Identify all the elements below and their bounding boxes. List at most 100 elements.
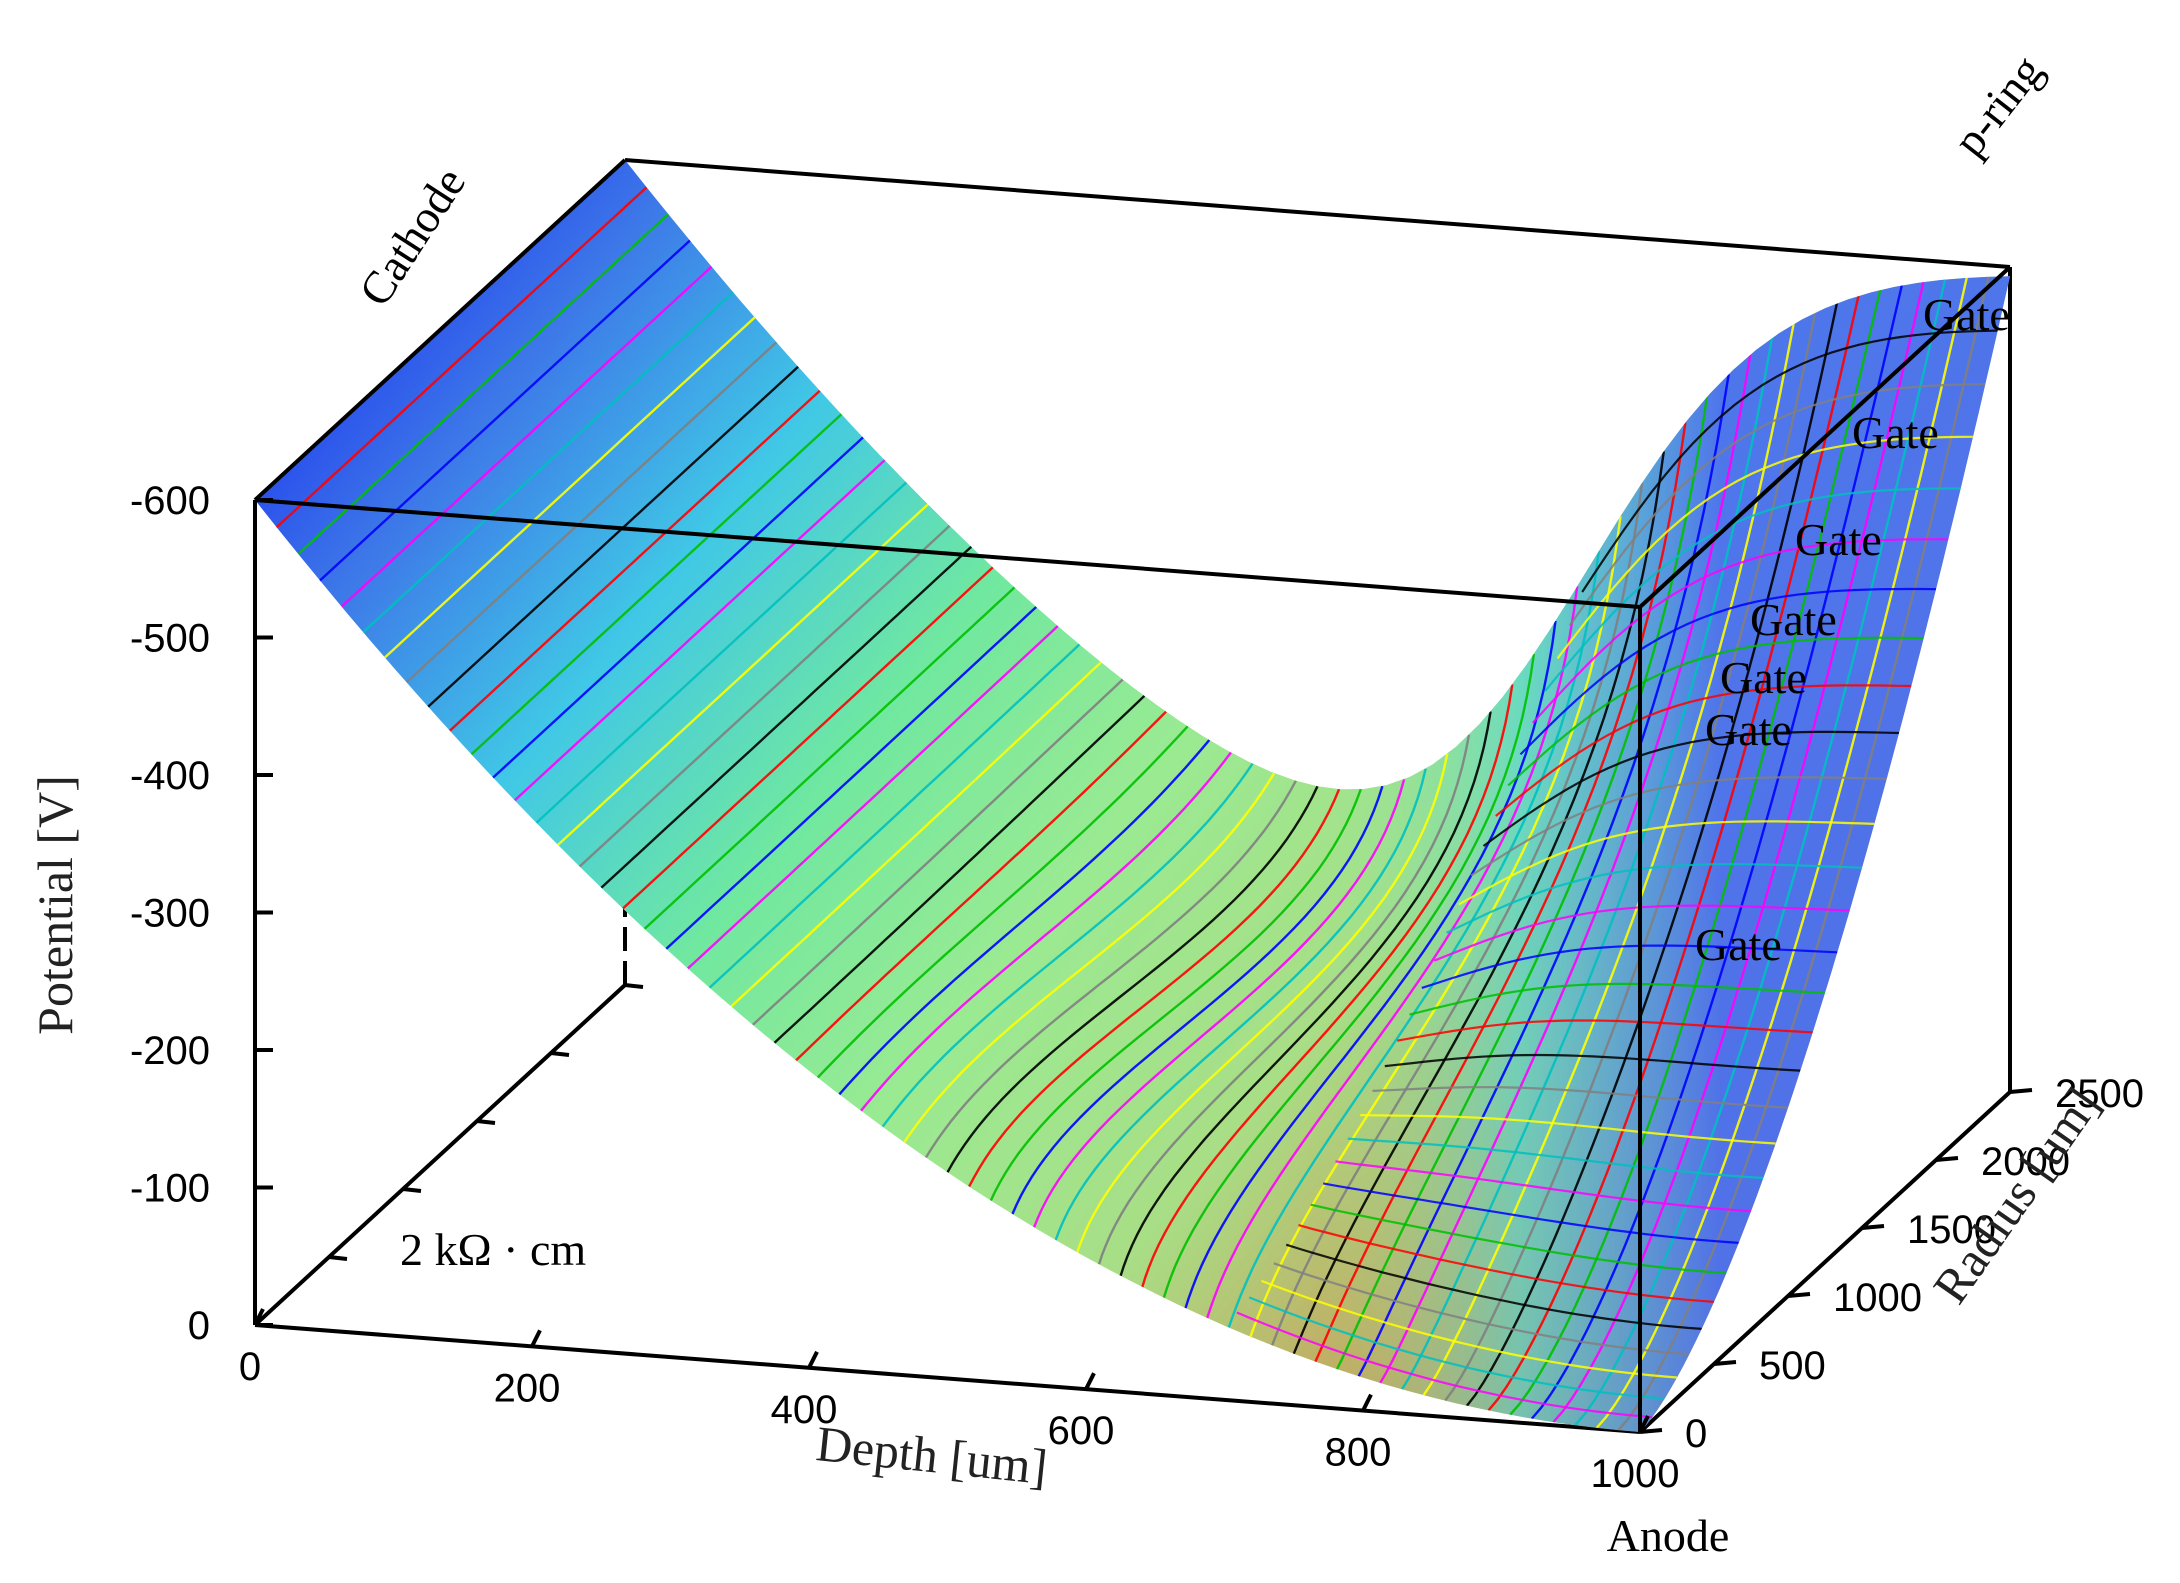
equipotential-line bbox=[838, 739, 1211, 1096]
equipotential-line bbox=[1421, 944, 1838, 989]
equipotential-line bbox=[297, 213, 670, 555]
equipotential-line bbox=[946, 785, 1319, 1173]
equipotential-line bbox=[1372, 1086, 1789, 1109]
floor-frame bbox=[253, 983, 2012, 1434]
equipotential-line bbox=[1206, 586, 1579, 1319]
equipotential-line bbox=[1184, 620, 1557, 1309]
pring-label: p-ring bbox=[1943, 45, 2052, 165]
z-tick-label: -200 bbox=[130, 1029, 210, 1073]
equipotential-line bbox=[492, 436, 864, 779]
z-tick-label: -400 bbox=[130, 754, 210, 798]
anode-label: Anode bbox=[1607, 1510, 1730, 1561]
equipotential-line bbox=[1054, 768, 1427, 1241]
potential-surface bbox=[255, 160, 2010, 1432]
equipotential-line bbox=[1446, 863, 1863, 934]
resistivity-label: 2 kΩ · cm bbox=[400, 1224, 586, 1275]
equipotential-line bbox=[1097, 734, 1471, 1265]
equipotential-line bbox=[1248, 1296, 1665, 1400]
equipotential-line bbox=[1568, 383, 1986, 627]
equipotential-line bbox=[1119, 711, 1492, 1277]
y-axis-title: Radius [um] bbox=[1922, 1077, 2110, 1313]
equipotential-line bbox=[1310, 1203, 1727, 1275]
equipotential-line bbox=[1236, 1311, 1653, 1419]
equipotential-line bbox=[405, 341, 778, 684]
equipotential-line bbox=[1162, 653, 1536, 1299]
radius-minor-tick bbox=[624, 983, 644, 989]
x-tick-label: 600 bbox=[1048, 1409, 1115, 1453]
equipotential-line bbox=[1335, 1160, 1752, 1213]
y-tick bbox=[1861, 1224, 1885, 1230]
z-tick-label: -100 bbox=[130, 1167, 210, 1211]
equipotential-line bbox=[1507, 636, 1924, 787]
x-tick-label: 200 bbox=[494, 1366, 561, 1410]
gate-label-1: Gate bbox=[1923, 289, 2010, 340]
equipotential-line bbox=[643, 586, 1016, 930]
x-tick-label: 1000 bbox=[1591, 1452, 1680, 1496]
x-tick bbox=[1361, 1393, 1373, 1412]
equipotential-line bbox=[1011, 785, 1384, 1215]
equipotential-line bbox=[773, 695, 1146, 1044]
equipotential-line bbox=[275, 186, 648, 529]
equipotential-line bbox=[1470, 776, 1887, 877]
cathode-label: Cathode bbox=[349, 158, 475, 314]
equipotential-line bbox=[1556, 435, 1974, 660]
equipotential-line bbox=[383, 316, 756, 659]
equipotential-line bbox=[795, 710, 1167, 1062]
gate-label-6: Gate bbox=[1705, 704, 1792, 755]
x-tick bbox=[807, 1350, 819, 1369]
equipotential-line bbox=[665, 606, 1038, 950]
equipotential-line bbox=[557, 503, 929, 846]
y-tick-label: 500 bbox=[1759, 1344, 1826, 1388]
equipotential-line bbox=[816, 725, 1189, 1079]
y-tick bbox=[1935, 1156, 1959, 1162]
equipotential-line bbox=[1409, 982, 1826, 1016]
equipotential-line bbox=[1544, 487, 1961, 692]
equipotential-line bbox=[1076, 753, 1449, 1253]
equipotential-line bbox=[751, 678, 1124, 1026]
radius-minor-tick bbox=[550, 1051, 570, 1057]
equipotential-line bbox=[989, 788, 1362, 1202]
equipotential-line bbox=[513, 459, 886, 802]
x-tick bbox=[1084, 1372, 1096, 1391]
equipotential-line bbox=[1273, 1262, 1690, 1356]
equipotential-line bbox=[1032, 779, 1406, 1228]
z-axis-title: Potential [V] bbox=[27, 775, 83, 1035]
x-tick bbox=[253, 1308, 265, 1326]
y-tick-label: 0 bbox=[1685, 1412, 1707, 1456]
equipotential-line bbox=[1261, 1279, 1678, 1379]
y-tick-label: 2500 bbox=[2055, 1072, 2144, 1116]
equipotential-line bbox=[924, 780, 1297, 1159]
equipotential-line bbox=[535, 481, 908, 824]
equipotential-line bbox=[1347, 1137, 1764, 1180]
equipotential-line bbox=[859, 751, 1232, 1112]
z-tick-label: 0 bbox=[188, 1304, 210, 1348]
y-tick-label: 2000 bbox=[1981, 1140, 2070, 1184]
equipotential-line bbox=[730, 661, 1102, 1008]
x-tick bbox=[530, 1329, 542, 1348]
x-axis-title: Depth [um] bbox=[814, 1415, 1050, 1495]
z-tick-label: -600 bbox=[130, 479, 210, 523]
y-tick bbox=[1713, 1360, 1737, 1366]
x-tick-label: 400 bbox=[771, 1388, 838, 1432]
equipotential-line bbox=[686, 625, 1059, 970]
radius-minor-tick bbox=[402, 1187, 422, 1193]
equipotential-line bbox=[319, 239, 691, 582]
axis-ticks bbox=[253, 498, 2033, 1434]
equipotential-line bbox=[881, 762, 1254, 1128]
equipotential-line bbox=[1531, 538, 1949, 724]
y-tick bbox=[1639, 1428, 1663, 1434]
equipotential-line bbox=[1397, 1019, 1813, 1042]
equipotential-line bbox=[427, 365, 799, 708]
gate-label-3: Gate bbox=[1795, 514, 1882, 565]
surface-right-shading bbox=[255, 160, 2010, 1432]
equipotential-line bbox=[1323, 1182, 1739, 1244]
equipotential-line bbox=[968, 788, 1341, 1188]
equipotential-line bbox=[1384, 1053, 1801, 1072]
equipotential-line bbox=[578, 524, 951, 868]
equipotential-line bbox=[1298, 1224, 1715, 1303]
equipotential-line bbox=[600, 545, 973, 889]
gate-label-7: Gate bbox=[1695, 919, 1782, 970]
equipotential-line bbox=[1141, 684, 1514, 1288]
